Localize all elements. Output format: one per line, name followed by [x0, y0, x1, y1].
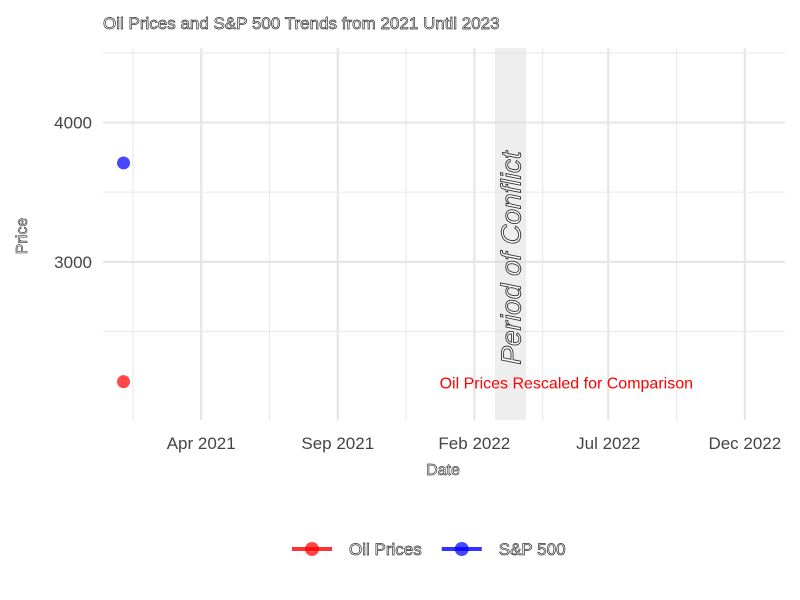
x-axis-ticks: Apr 2021 Sep 2021 Feb 2022 Jul 2022 Dec 2022 [167, 434, 782, 453]
oil-prices-point [117, 375, 131, 389]
y-axis-ticks: 3000 4000 [54, 114, 92, 272]
x-tick-label: Sep 2021 [301, 434, 374, 453]
x-axis-title: Date [426, 462, 460, 479]
x-tick-label: Dec 2022 [708, 434, 781, 453]
legend-key-point [305, 542, 319, 556]
annotation-text: Oil Prices Rescaled for Comparison [440, 376, 693, 393]
s-p-500-point [117, 156, 131, 170]
legend-label: Oil Prices [349, 540, 422, 559]
data-points [117, 156, 131, 389]
legend-item-s-p-500: S&P 500 [441, 540, 566, 559]
legend: Oil Prices S&P 500 [292, 540, 566, 559]
x-tick-label: Jul 2022 [576, 434, 640, 453]
y-tick-label: 3000 [54, 253, 92, 272]
conflict-region-rect [494, 48, 527, 420]
x-tick-label: Apr 2021 [167, 434, 236, 453]
y-axis-title: Price [14, 218, 31, 255]
chart-title: Oil Prices and S&P 500 Trends from 2021 … [103, 14, 500, 33]
legend-key-point [454, 542, 469, 556]
grid [103, 48, 785, 420]
conflict-region-label: Period of Conflict [496, 150, 527, 364]
annotations: Oil Prices Rescaled for Comparison [440, 376, 693, 393]
conflict-region: Period of Conflict [494, 48, 527, 420]
legend-label: S&P 500 [499, 540, 566, 559]
y-tick-label: 4000 [54, 114, 92, 133]
x-tick-label: Feb 2022 [438, 434, 510, 453]
legend-item-oil-prices: Oil Prices [292, 540, 422, 559]
